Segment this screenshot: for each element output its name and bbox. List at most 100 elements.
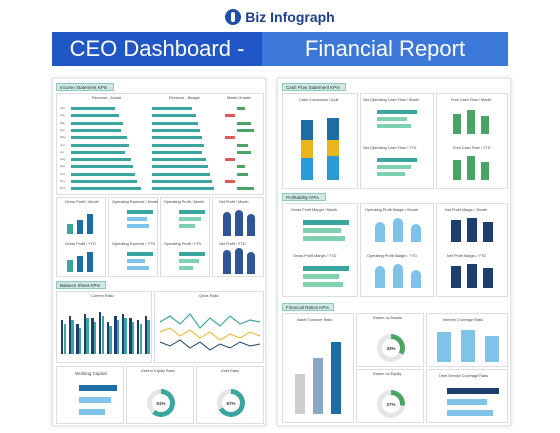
gross-profit-month-label: Gross Profit / Month bbox=[65, 200, 99, 204]
nocf-bar-3 bbox=[377, 124, 411, 128]
current-ratio-bar bbox=[61, 320, 64, 354]
current-ratio-bar bbox=[109, 326, 112, 354]
model-growth-bar bbox=[225, 180, 235, 183]
quick-ratio-line-3 bbox=[159, 339, 261, 351]
revenue-row-label: Mar bbox=[60, 120, 66, 125]
current-ratio-bar bbox=[106, 322, 109, 354]
brand-logo: Biz Infograph bbox=[0, 6, 560, 28]
cashflow-section-title: Cash Flow Statement KPIs bbox=[282, 83, 346, 91]
revenue-row-label: Jan bbox=[60, 106, 65, 110]
ccc-stack-2-a bbox=[327, 118, 339, 140]
working-capital-label: Working Capital bbox=[75, 371, 107, 376]
gp-ytd-bar-2 bbox=[77, 256, 83, 272]
current-ratio-bar bbox=[68, 316, 71, 354]
banner-title-left: CEO Dashboard - bbox=[52, 32, 262, 66]
debt-service-label: Debt Service Coverage Ratio bbox=[439, 374, 489, 378]
opp-bar-3 bbox=[179, 224, 195, 228]
income-revenue-card: Revenue - Actual Revenue - Budget Model … bbox=[56, 93, 264, 195]
current-ratio-card: Current Ratio bbox=[56, 291, 152, 363]
model-growth-label: Model Growth bbox=[227, 96, 251, 100]
fcf-ytd-bar-3 bbox=[481, 162, 489, 180]
current-ratio-bar bbox=[86, 318, 89, 354]
opm-ytd-bar-3 bbox=[411, 270, 421, 288]
revenue-budget-bar bbox=[152, 172, 210, 176]
opex-bar-1 bbox=[127, 210, 153, 214]
net-profit-month-label: Net Profit / Month bbox=[219, 200, 249, 204]
ccc-stack-1-a bbox=[301, 120, 313, 140]
model-growth-bar bbox=[225, 158, 235, 162]
ccc-stack-1-b bbox=[301, 140, 313, 158]
revenue-budget-bar bbox=[152, 121, 198, 125]
current-ratio-bar bbox=[116, 320, 120, 354]
current-ratio-label: Current Ratio bbox=[91, 294, 114, 298]
model-growth-bar bbox=[237, 187, 254, 191]
quick-ratio-card: Quick Ratio bbox=[154, 291, 264, 363]
roa-label: Return on Assets bbox=[373, 316, 402, 320]
current-ratio-bar bbox=[124, 318, 127, 354]
gpm-bar-1 bbox=[303, 220, 349, 225]
current-ratio-bar bbox=[63, 324, 66, 354]
op-profit-ytd-label: Operating Profit / YTD bbox=[164, 242, 202, 246]
opp-bar-1 bbox=[179, 210, 205, 214]
fcf-card: Free Cash Flow / Month Free Cash Flow / … bbox=[436, 93, 508, 189]
revenue-row-label: Dec bbox=[60, 186, 66, 191]
net-profit-ytd-label: Net Profit / YTD bbox=[219, 242, 246, 246]
opex-ytd-bar-2 bbox=[127, 259, 145, 263]
fcf-bar-1 bbox=[453, 114, 461, 134]
atr-bar-3 bbox=[331, 342, 341, 414]
quick-ratio-label: Quick Ratio bbox=[199, 294, 219, 298]
ratios-section-title: Financial Ratios KPIs bbox=[282, 303, 334, 311]
revenue-actual-bar bbox=[71, 150, 125, 154]
opm-month-label: Operating Profit Margin / Month bbox=[365, 208, 418, 212]
revenue-budget-bar bbox=[152, 128, 200, 132]
gpm-ytd-bar-2 bbox=[303, 274, 339, 279]
ccc-stack-2-c bbox=[327, 156, 339, 180]
net-op-cf-card: Net Operating Cash Flow / Month Net Oper… bbox=[360, 93, 434, 189]
revenue-actual-label: Revenue - Actual bbox=[92, 96, 121, 100]
current-ratio-bar bbox=[132, 322, 135, 354]
revenue-row-label: Sep bbox=[60, 164, 66, 169]
npm-ytd-bar-1 bbox=[451, 266, 461, 288]
wc-bar-1 bbox=[79, 385, 117, 391]
revenue-actual-bar bbox=[71, 187, 141, 191]
model-growth-bar bbox=[237, 107, 245, 110]
roe-card: Return on Equity 27% bbox=[356, 369, 424, 423]
revenue-actual-bar bbox=[71, 180, 137, 183]
revenue-budget-bar bbox=[152, 107, 192, 110]
opm-bar-1 bbox=[375, 222, 385, 242]
current-ratio-bar bbox=[139, 324, 142, 354]
current-ratio-bar bbox=[114, 316, 117, 354]
nocf-bar-2 bbox=[377, 117, 407, 121]
np-bar-3 bbox=[247, 214, 255, 236]
quick-ratio-line-2 bbox=[159, 327, 261, 341]
current-ratio-bar bbox=[137, 320, 140, 354]
revenue-budget-bar bbox=[152, 158, 206, 162]
gp-ytd-bar-3 bbox=[87, 252, 93, 272]
npm-bar-3 bbox=[483, 222, 493, 242]
gross-profit-ytd-label: Gross Profit / YTD bbox=[65, 242, 96, 246]
gpm-bar-3 bbox=[303, 236, 345, 241]
roa-card: Return on Assets 33% bbox=[356, 313, 424, 367]
icr-bar-2 bbox=[461, 330, 475, 362]
dscr-bar-2 bbox=[447, 399, 487, 405]
left-dashboard-sheet: Income Statement KPIs Revenue - Actual R… bbox=[52, 78, 266, 426]
current-ratio-bar bbox=[83, 314, 87, 354]
dscr-bar-3 bbox=[447, 410, 493, 416]
op-profit-card: Operating Profit / Month Operating Profi… bbox=[160, 197, 210, 277]
revenue-actual-bar bbox=[71, 172, 135, 176]
profitability-section-title: Profitability KPIs bbox=[282, 193, 326, 201]
opm-card: Operating Profit Margin / Month Operatin… bbox=[360, 203, 434, 297]
gpm-bar-2 bbox=[303, 228, 341, 233]
debt-service-card: Debt Service Coverage Ratio bbox=[426, 369, 508, 423]
revenue-actual-bar bbox=[71, 121, 123, 125]
opp-ytd-bar-3 bbox=[179, 266, 193, 270]
banner-title-right: Financial Report bbox=[262, 32, 508, 66]
gp-bar-3 bbox=[87, 214, 93, 234]
current-ratio-bar bbox=[144, 316, 147, 354]
current-ratio-bar bbox=[71, 320, 74, 354]
current-ratio-bar bbox=[101, 316, 104, 354]
fcf-bar-3 bbox=[481, 116, 489, 134]
current-ratio-bar bbox=[76, 324, 79, 354]
gpm-ytd-bar-1 bbox=[303, 266, 349, 271]
model-growth-bar bbox=[237, 143, 248, 147]
